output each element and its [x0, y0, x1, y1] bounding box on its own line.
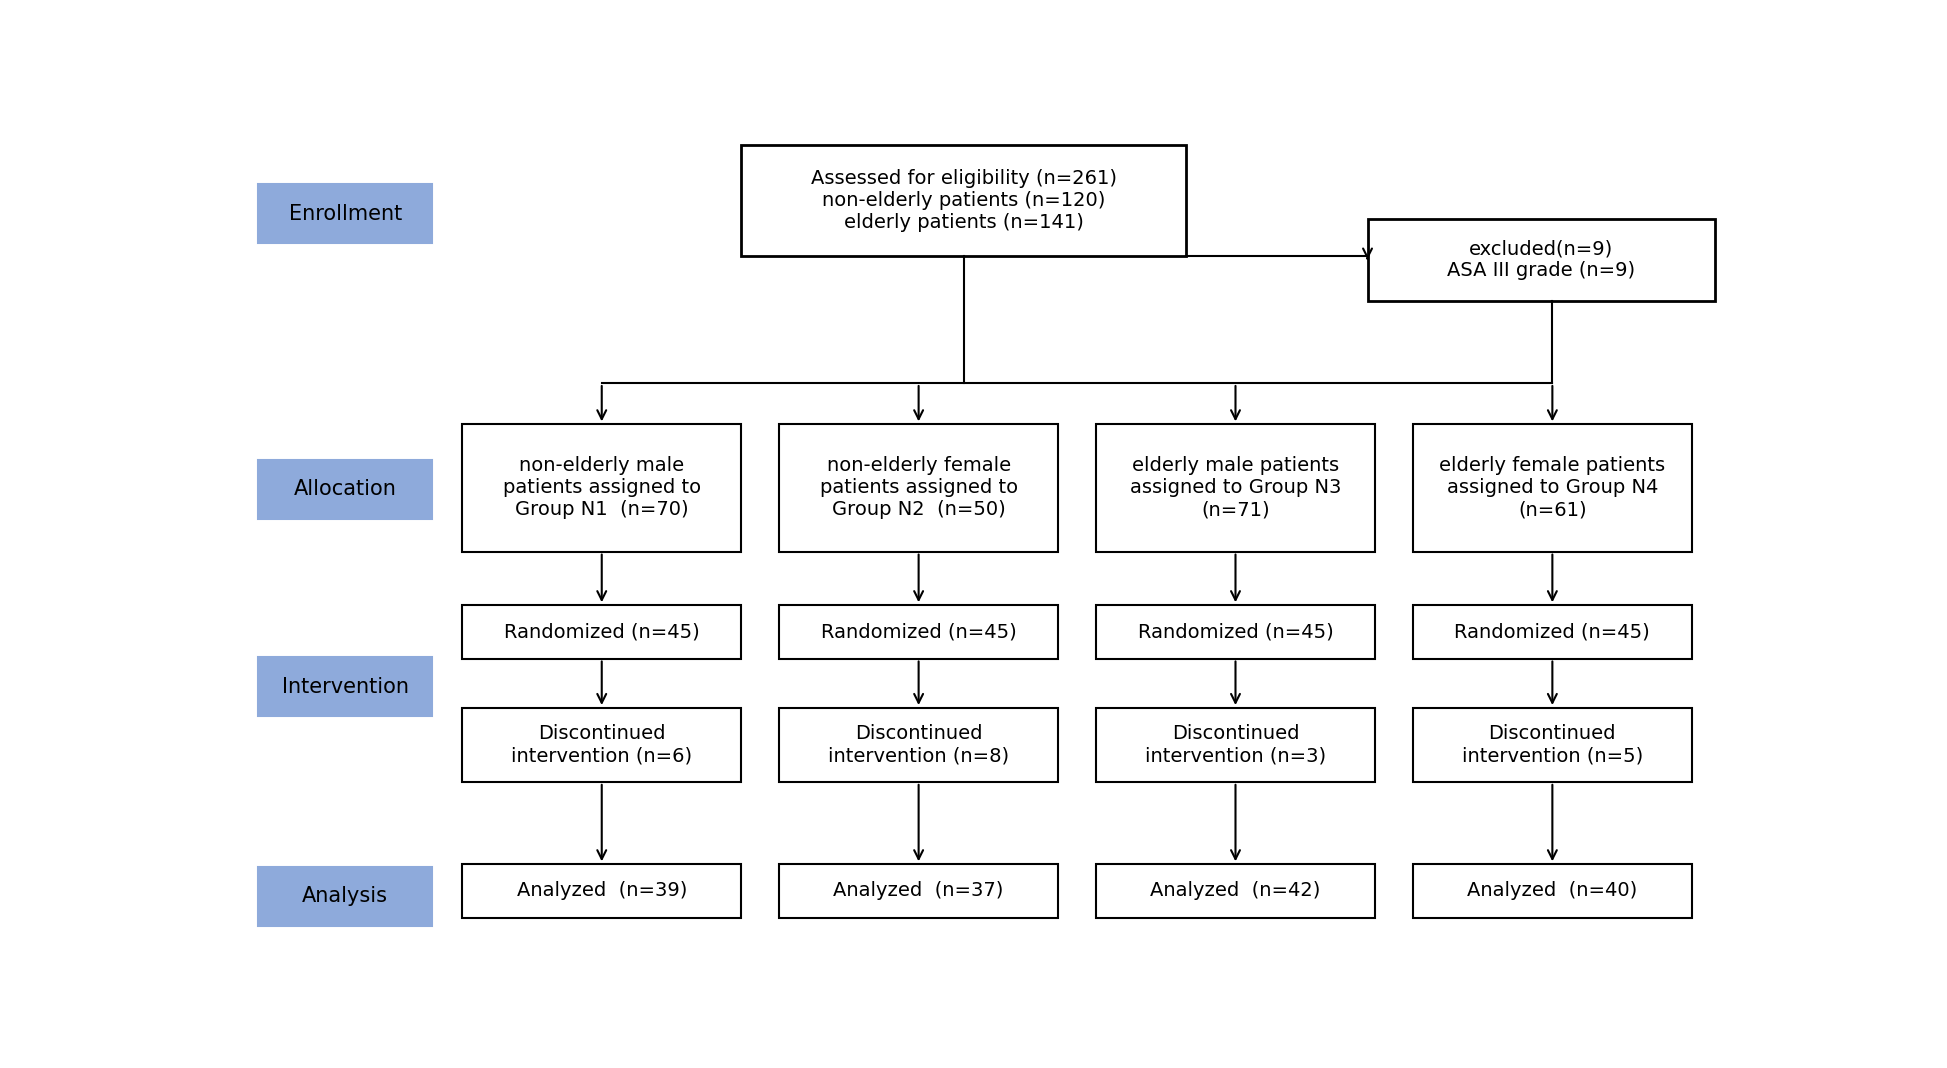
- Text: elderly female patients
assigned to Group N4
(n=61): elderly female patients assigned to Grou…: [1439, 456, 1665, 519]
- FancyBboxPatch shape: [461, 708, 742, 782]
- FancyBboxPatch shape: [461, 424, 742, 552]
- FancyBboxPatch shape: [461, 606, 742, 659]
- Text: Enrollment: Enrollment: [288, 204, 401, 223]
- Text: Discontinued
intervention (n=8): Discontinued intervention (n=8): [827, 724, 1009, 766]
- Text: Discontinued
intervention (n=5): Discontinued intervention (n=5): [1462, 724, 1643, 766]
- FancyBboxPatch shape: [1096, 864, 1375, 917]
- FancyBboxPatch shape: [742, 144, 1186, 255]
- FancyBboxPatch shape: [259, 866, 432, 926]
- Text: Randomized (n=45): Randomized (n=45): [504, 623, 699, 642]
- Text: Analyzed  (n=39): Analyzed (n=39): [516, 881, 687, 900]
- FancyBboxPatch shape: [779, 424, 1059, 552]
- FancyBboxPatch shape: [1414, 424, 1692, 552]
- FancyBboxPatch shape: [1414, 606, 1692, 659]
- FancyBboxPatch shape: [1096, 424, 1375, 552]
- Text: Analyzed  (n=42): Analyzed (n=42): [1151, 881, 1320, 900]
- FancyBboxPatch shape: [1367, 219, 1715, 301]
- Text: non-elderly male
patients assigned to
Group N1  (n=70): non-elderly male patients assigned to Gr…: [502, 456, 701, 519]
- Text: non-elderly female
patients assigned to
Group N2  (n=50): non-elderly female patients assigned to …: [820, 456, 1018, 519]
- Text: Randomized (n=45): Randomized (n=45): [1137, 623, 1334, 642]
- Text: excluded(n=9)
ASA III grade (n=9): excluded(n=9) ASA III grade (n=9): [1447, 239, 1635, 280]
- FancyBboxPatch shape: [779, 708, 1059, 782]
- Text: Randomized (n=45): Randomized (n=45): [822, 623, 1016, 642]
- FancyBboxPatch shape: [1096, 708, 1375, 782]
- Text: Discontinued
intervention (n=6): Discontinued intervention (n=6): [512, 724, 693, 766]
- FancyBboxPatch shape: [259, 657, 432, 717]
- Text: Analyzed  (n=40): Analyzed (n=40): [1468, 881, 1637, 900]
- FancyBboxPatch shape: [461, 864, 742, 917]
- FancyBboxPatch shape: [779, 606, 1059, 659]
- Text: Analysis: Analysis: [302, 886, 387, 907]
- FancyBboxPatch shape: [1414, 708, 1692, 782]
- FancyBboxPatch shape: [779, 864, 1059, 917]
- Text: elderly male patients
assigned to Group N3
(n=71): elderly male patients assigned to Group …: [1129, 456, 1341, 519]
- Text: Assessed for eligibility (n=261)
non-elderly patients (n=120)
elderly patients (: Assessed for eligibility (n=261) non-eld…: [810, 169, 1118, 232]
- Text: Randomized (n=45): Randomized (n=45): [1454, 623, 1651, 642]
- FancyBboxPatch shape: [1414, 864, 1692, 917]
- Text: Intervention: Intervention: [282, 676, 409, 696]
- FancyBboxPatch shape: [259, 459, 432, 519]
- Text: Allocation: Allocation: [294, 480, 397, 499]
- Text: Discontinued
intervention (n=3): Discontinued intervention (n=3): [1145, 724, 1326, 766]
- FancyBboxPatch shape: [259, 184, 432, 244]
- Text: Analyzed  (n=37): Analyzed (n=37): [833, 881, 1005, 900]
- FancyBboxPatch shape: [1096, 606, 1375, 659]
